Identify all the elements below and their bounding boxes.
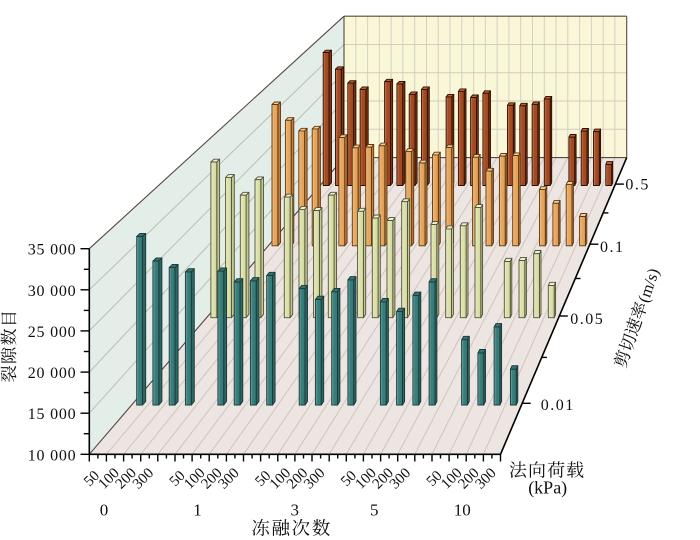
svg-text:35 000: 35 000 — [28, 242, 77, 259]
svg-text:10: 10 — [454, 501, 471, 520]
svg-text:0.1: 0.1 — [600, 239, 625, 256]
svg-text:1: 1 — [193, 501, 202, 520]
svg-text:0.01: 0.01 — [541, 397, 575, 414]
svg-text:0: 0 — [100, 501, 109, 520]
svg-text:5: 5 — [370, 501, 379, 520]
svg-text:3: 3 — [291, 501, 300, 520]
svg-text:10 000: 10 000 — [28, 447, 77, 464]
svg-text:0.05: 0.05 — [570, 311, 604, 328]
svg-text:25 000: 25 000 — [28, 324, 77, 341]
svg-text:30 000: 30 000 — [28, 283, 77, 300]
svg-text:20 000: 20 000 — [28, 365, 77, 382]
svg-text:15 000: 15 000 — [28, 406, 77, 423]
svg-text:0.5: 0.5 — [625, 177, 650, 194]
svg-text:(kPa): (kPa) — [528, 478, 567, 499]
